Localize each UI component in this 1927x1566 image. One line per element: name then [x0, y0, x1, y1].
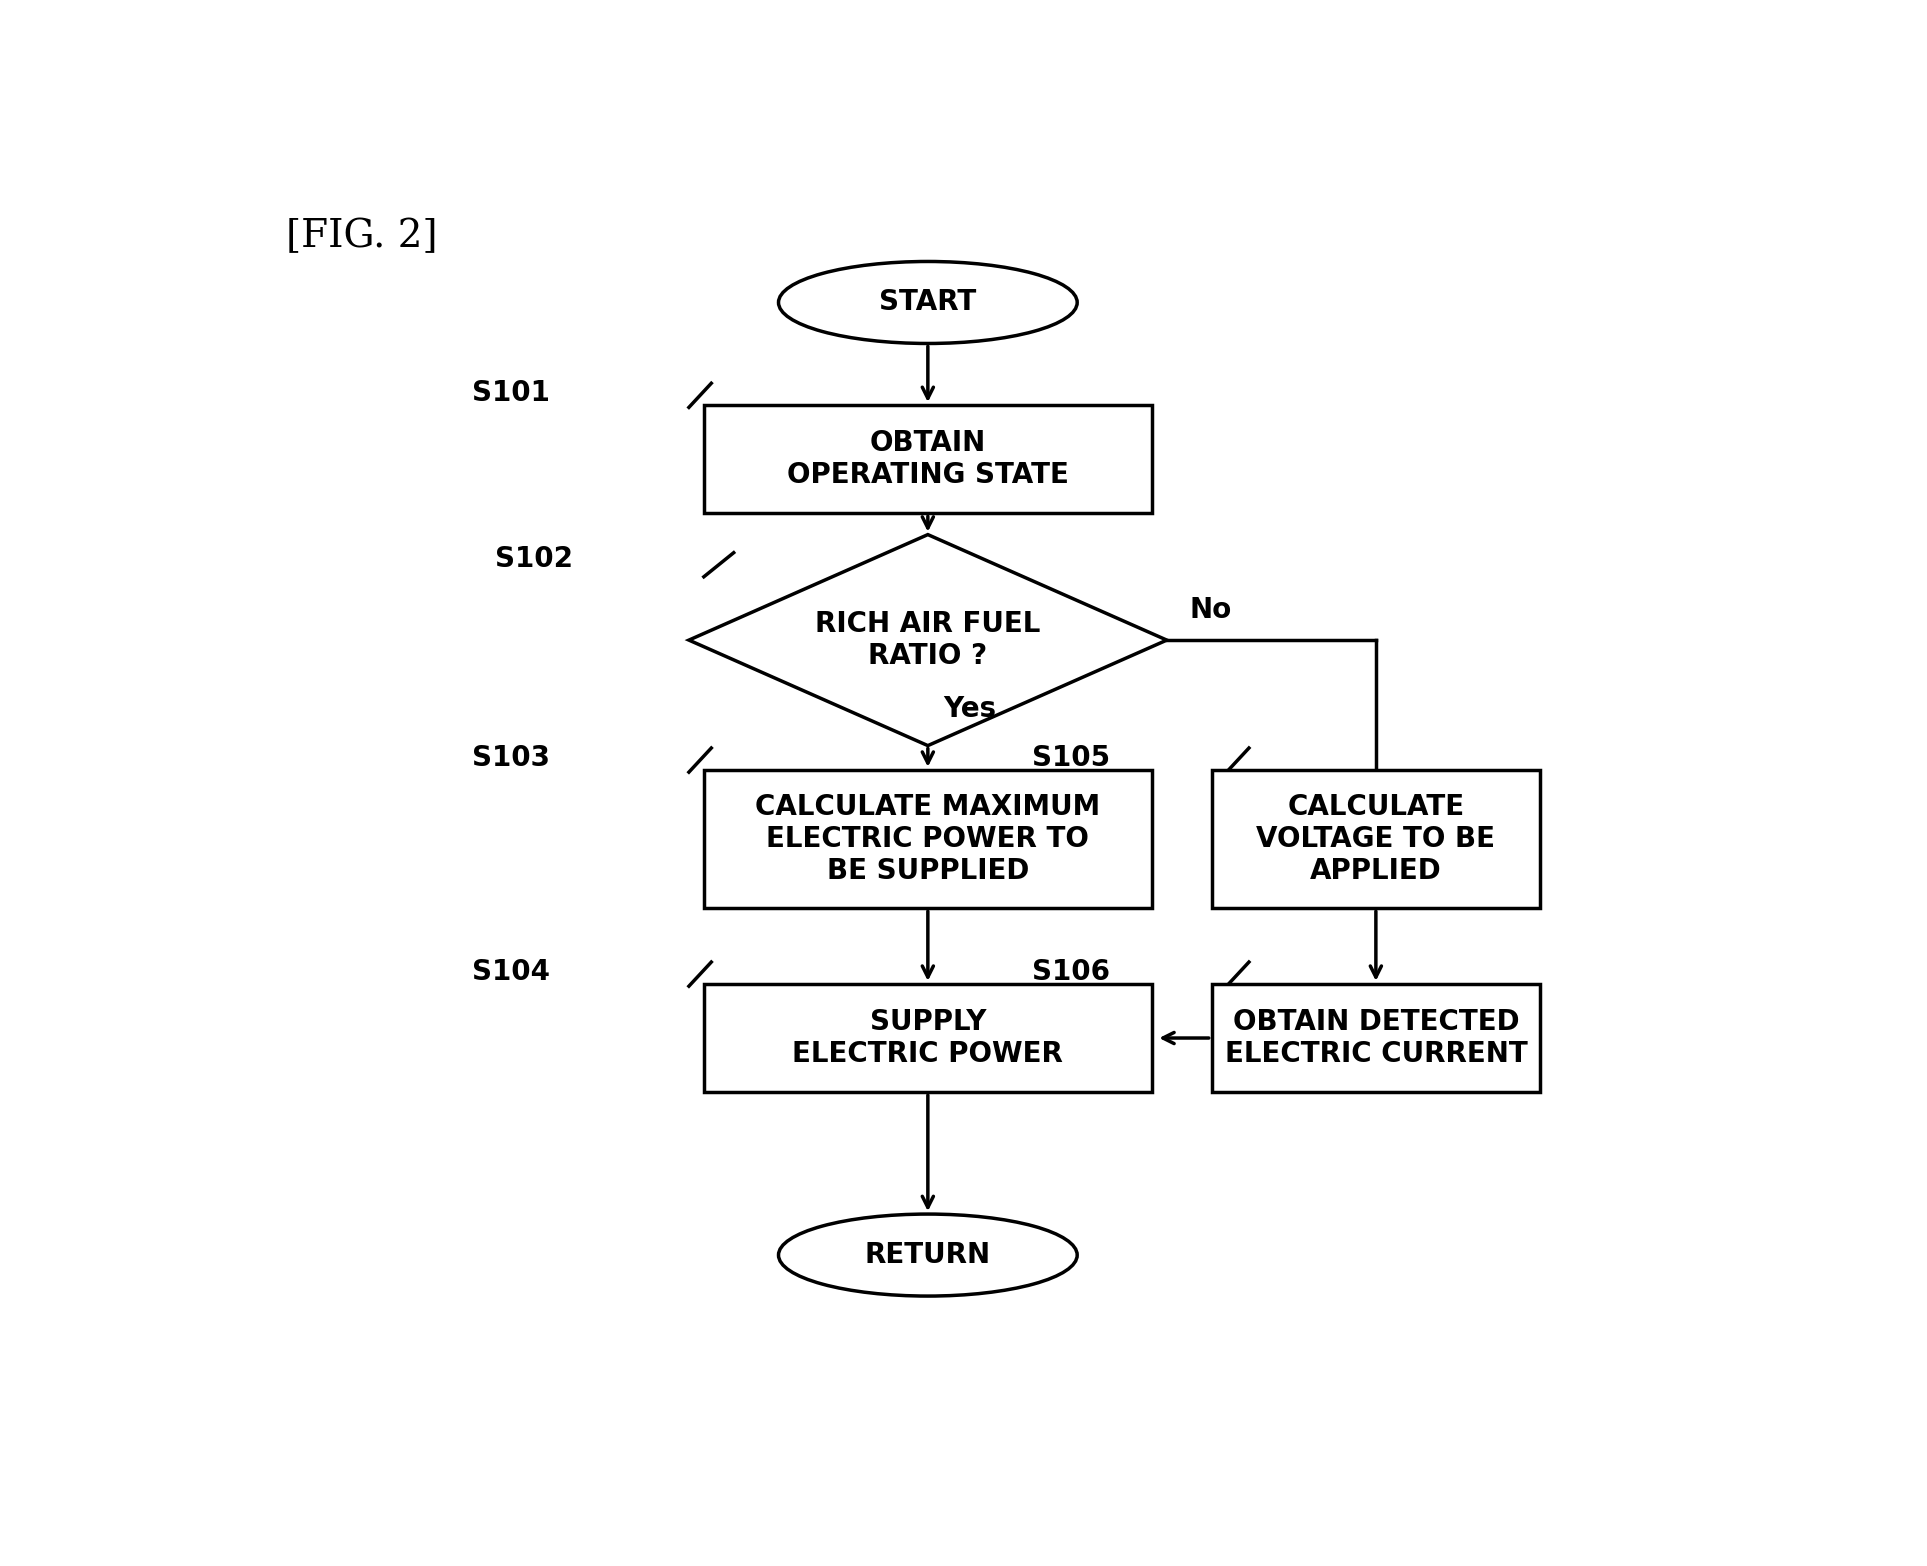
Text: OBTAIN DETECTED
ELECTRIC CURRENT: OBTAIN DETECTED ELECTRIC CURRENT: [1224, 1009, 1528, 1068]
Text: S102: S102: [495, 545, 572, 573]
Text: No: No: [1189, 597, 1231, 623]
FancyBboxPatch shape: [1212, 770, 1540, 908]
FancyBboxPatch shape: [703, 406, 1152, 514]
Text: S101: S101: [472, 379, 551, 407]
Text: RETURN: RETURN: [865, 1242, 990, 1268]
FancyBboxPatch shape: [1212, 983, 1540, 1093]
Text: SUPPLY
ELECTRIC POWER: SUPPLY ELECTRIC POWER: [792, 1009, 1064, 1068]
Text: OBTAIN
OPERATING STATE: OBTAIN OPERATING STATE: [786, 429, 1069, 490]
Ellipse shape: [779, 1214, 1077, 1297]
Text: RICH AIR FUEL
RATIO ?: RICH AIR FUEL RATIO ?: [815, 609, 1041, 670]
Text: S105: S105: [1033, 744, 1110, 772]
FancyBboxPatch shape: [703, 983, 1152, 1093]
FancyBboxPatch shape: [703, 770, 1152, 908]
Text: S103: S103: [472, 744, 551, 772]
Ellipse shape: [779, 262, 1077, 343]
Text: S106: S106: [1033, 958, 1110, 985]
Text: CALCULATE
VOLTAGE TO BE
APPLIED: CALCULATE VOLTAGE TO BE APPLIED: [1256, 792, 1495, 885]
Text: START: START: [879, 288, 977, 316]
Text: CALCULATE MAXIMUM
ELECTRIC POWER TO
BE SUPPLIED: CALCULATE MAXIMUM ELECTRIC POWER TO BE S…: [755, 792, 1100, 885]
Text: S104: S104: [472, 958, 551, 985]
Text: [FIG. 2]: [FIG. 2]: [285, 218, 437, 255]
Polygon shape: [690, 534, 1166, 745]
Text: Yes: Yes: [942, 695, 996, 723]
